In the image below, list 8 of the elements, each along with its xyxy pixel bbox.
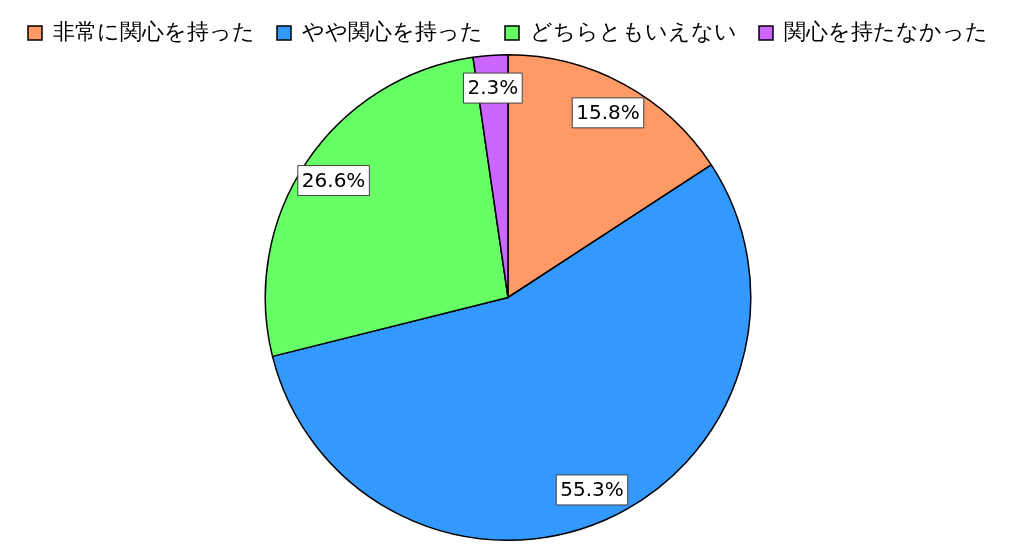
data-label: 2.3% <box>467 75 519 100</box>
legend-label: どちらともいえない <box>530 18 737 44</box>
legend-label: やや関心を持った <box>302 18 483 44</box>
data-label: 15.8% <box>576 100 640 125</box>
data-label: 26.6% <box>301 167 366 192</box>
legend-label: 非常に関心を持った <box>53 18 255 44</box>
legend-label: 関心を持たなかった <box>784 18 988 44</box>
data-label: 55.3% <box>560 477 624 502</box>
